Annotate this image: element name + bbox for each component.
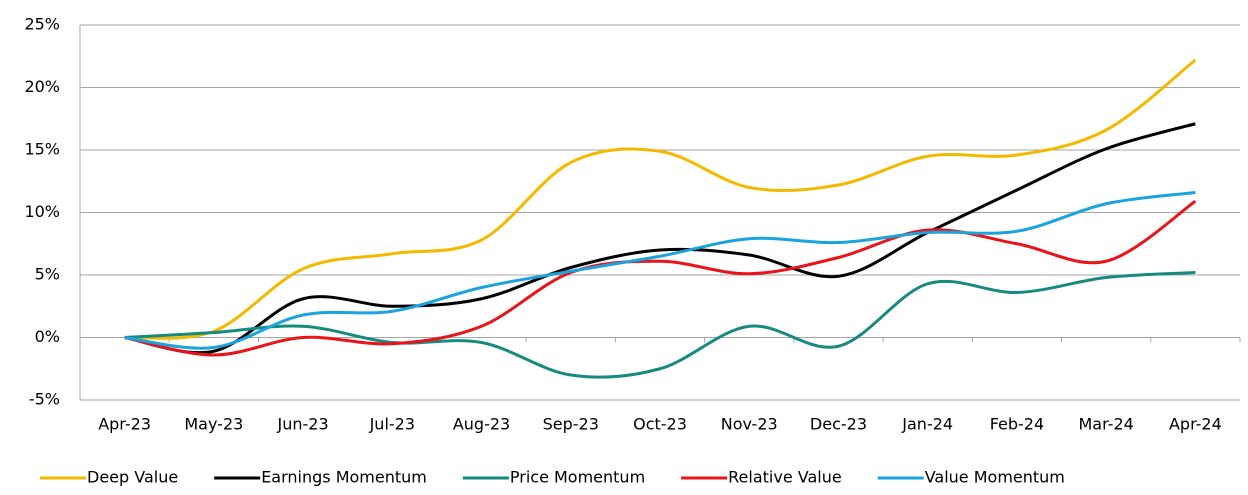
- series-line: [124, 191, 1196, 350]
- x-tick-label: May-23: [184, 415, 243, 434]
- legend-label: Relative Value: [728, 468, 842, 487]
- x-tick-label: Jan-24: [901, 415, 953, 434]
- series-line: [124, 58, 1197, 340]
- y-tick-label: 5%: [35, 265, 60, 284]
- x-tick-label: Nov-23: [721, 415, 778, 434]
- x-tick-label: Apr-23: [98, 415, 151, 434]
- series-line: [124, 122, 1196, 355]
- x-tick-label: Feb-24: [990, 415, 1044, 434]
- x-tick-label: Jul-23: [369, 415, 415, 434]
- x-tick-label: Oct-23: [633, 415, 687, 434]
- y-tick-label: -5%: [29, 390, 60, 409]
- y-tick-label: 25%: [24, 15, 60, 34]
- x-tick-label: Sep-23: [543, 415, 599, 434]
- legend-label: Value Momentum: [925, 468, 1065, 487]
- x-tick-label: Apr-24: [1169, 415, 1222, 434]
- series-line: [124, 271, 1196, 379]
- y-tick-label: 10%: [24, 202, 60, 221]
- legend-label: Deep Value: [87, 468, 178, 487]
- y-tick-label: 15%: [24, 140, 60, 159]
- series-line: [124, 200, 1197, 357]
- legend-label: Price Momentum: [510, 468, 645, 487]
- x-tick-label: Dec-23: [810, 415, 867, 434]
- y-tick-label: 0%: [35, 327, 60, 346]
- legend-label: Earnings Momentum: [261, 468, 427, 487]
- x-tick-label: Jun-23: [277, 415, 329, 434]
- y-tick-label: 20%: [24, 77, 60, 96]
- x-tick-label: Mar-24: [1079, 415, 1134, 434]
- x-tick-label: Aug-23: [453, 415, 510, 434]
